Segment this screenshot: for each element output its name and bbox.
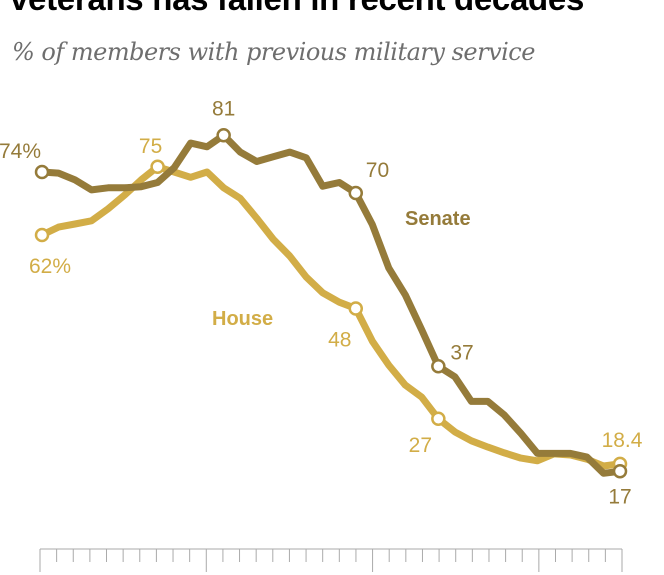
chart-title: veterans has fallen in recent decades — [10, 0, 584, 18]
data-label: 48 — [328, 329, 351, 352]
highlighted-point-marker — [348, 185, 364, 201]
highlighted-point-marker — [431, 359, 446, 374]
highlighted-point-marker — [348, 301, 364, 316]
series-house: 62% 75 48 27 18.4 House — [29, 135, 643, 472]
series-line-senate — [38, 131, 624, 477]
highlighted-point-marker — [34, 164, 50, 180]
data-label: 18.4 — [602, 429, 643, 452]
chart-subtitle: % of members with previous military serv… — [12, 38, 535, 66]
data-label: 81 — [212, 97, 235, 120]
series-line-house — [38, 163, 624, 470]
highlighted-point-marker — [612, 464, 628, 479]
series-label-house: House — [212, 308, 273, 330]
highlighted-point-marker — [34, 227, 50, 243]
data-label: 70 — [366, 159, 389, 182]
data-label: 27 — [409, 434, 432, 457]
series-senate: 74% 81 70 37 17 Senate — [0, 97, 632, 508]
highlighted-point-marker — [216, 128, 231, 143]
data-label: 62% — [29, 255, 71, 278]
highlighted-point-marker — [150, 159, 165, 174]
series-label-senate: Senate — [405, 208, 471, 230]
data-label: 74% — [0, 140, 41, 163]
data-label: 17 — [608, 485, 631, 508]
highlighted-point-marker — [431, 411, 446, 426]
data-label: 75 — [139, 135, 162, 158]
data-label: 37 — [450, 341, 473, 364]
